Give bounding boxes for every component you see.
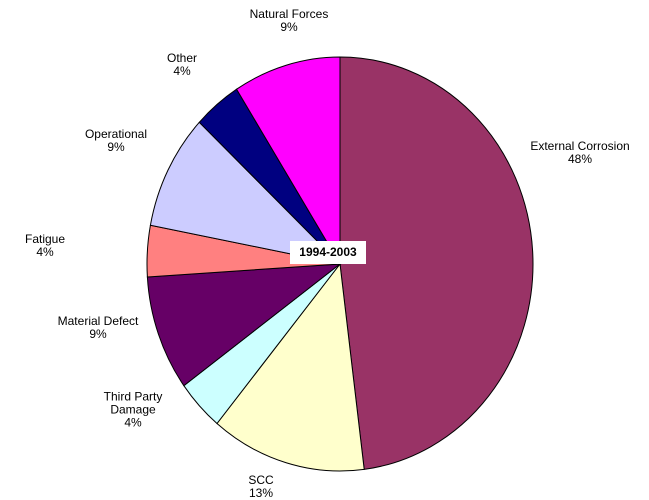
value-label: 13%	[248, 486, 274, 500]
pie-slice	[235, 56, 341, 266]
category-label: Natural Forces	[249, 7, 329, 21]
slice-label: Material Defect 9%	[48, 315, 148, 341]
slice-label: Fatigue 4%	[5, 233, 85, 259]
chart-title: 1994-2003	[290, 241, 366, 264]
slice-label: External Corrosion 48%	[520, 140, 640, 166]
value-label: 4%	[36, 245, 54, 259]
category-label: Operational	[84, 127, 148, 141]
value-label: 9%	[280, 20, 298, 34]
slice-label: Operational 9%	[71, 128, 161, 154]
pie-slice	[149, 121, 342, 265]
category-label: Fatigue	[24, 232, 66, 246]
value-label: 9%	[89, 327, 107, 341]
value-label: 48%	[567, 152, 593, 166]
pie-slice	[339, 56, 534, 470]
slice-label: Third Party Damage 4%	[98, 389, 168, 430]
slice-label: Natural Forces 9%	[234, 8, 344, 34]
slice-label: SCC 13%	[216, 474, 306, 500]
pie-slice	[146, 263, 342, 387]
category-label: Material Defect	[57, 314, 139, 328]
category-label: Third Party Damage	[103, 389, 163, 417]
category-label: External Corrosion	[530, 139, 630, 153]
slice-label: Other 4%	[152, 52, 212, 78]
category-label: Other	[166, 51, 197, 65]
category-label: SCC	[248, 473, 274, 487]
value-label: 4%	[173, 64, 191, 78]
pie-slice	[216, 262, 365, 472]
value-label: 4%	[124, 415, 142, 430]
value-label: 9%	[107, 140, 125, 154]
